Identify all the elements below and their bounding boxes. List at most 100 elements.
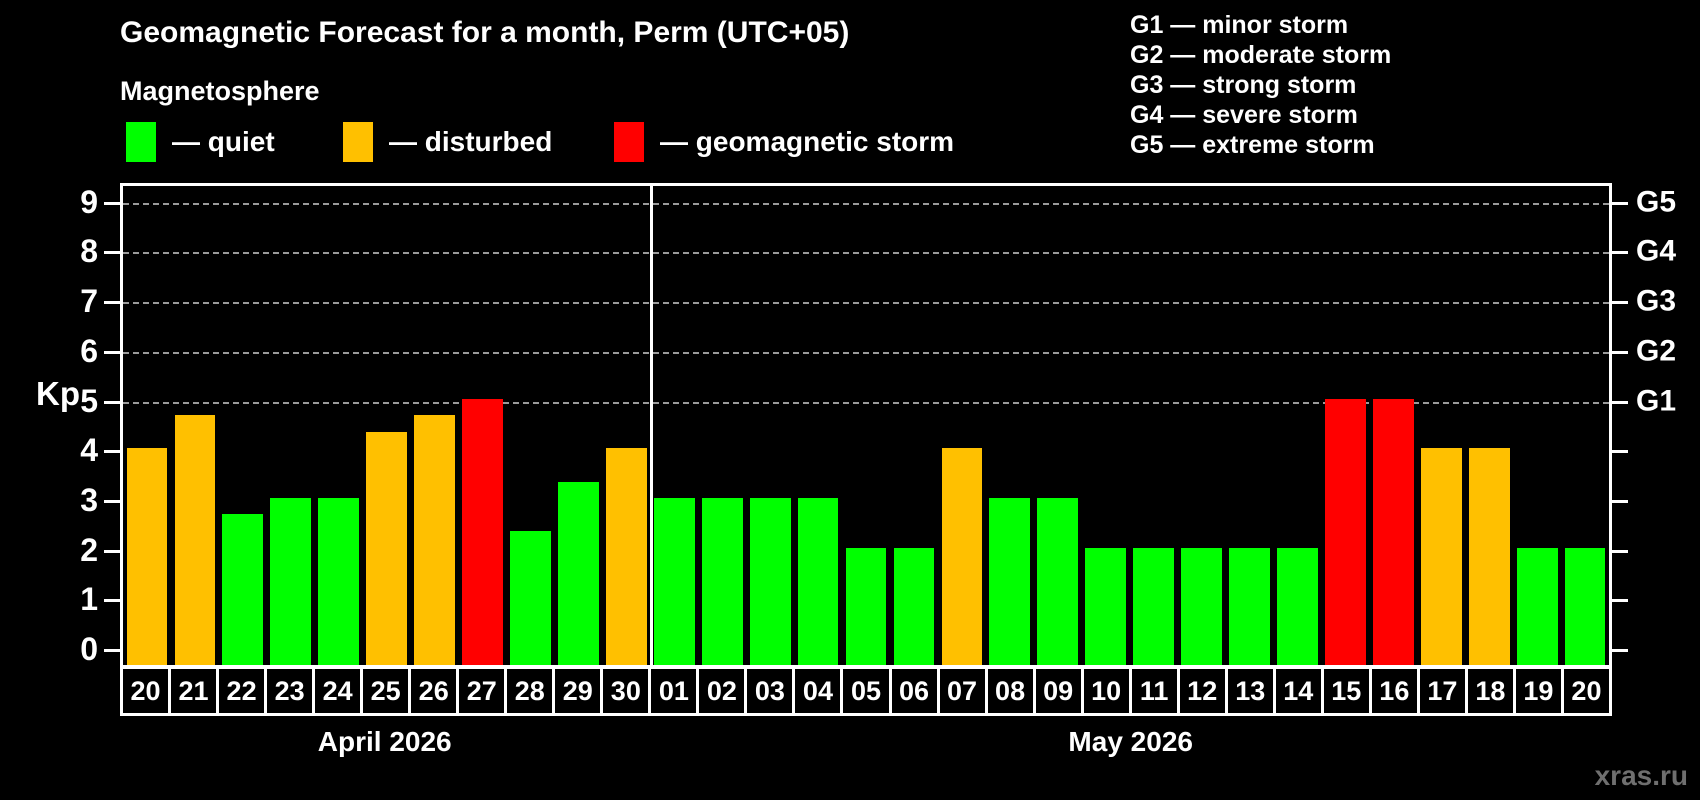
kp-bar (701, 497, 743, 665)
y-tick-label-8: 8 (80, 233, 98, 270)
bar-column-day-25 (363, 186, 411, 665)
gridline-g1 (123, 401, 1609, 404)
kp-bar (558, 481, 599, 665)
day-label: 21 (168, 669, 216, 713)
kp-bar (749, 497, 791, 665)
day-label: 02 (696, 669, 744, 713)
day-label: 07 (936, 669, 985, 713)
quiet-color-swatch (126, 122, 156, 162)
bar-column-day-16 (1369, 186, 1417, 665)
right-tick-7 (1612, 301, 1628, 305)
legend-item-quiet: — quiet (126, 120, 275, 164)
bar-column-day-02 (698, 186, 746, 665)
kp-bar (462, 398, 503, 665)
kp-bar (222, 514, 264, 665)
left-tick-8 (104, 251, 120, 255)
y-tick-label-7: 7 (80, 282, 98, 319)
kp-bar (126, 448, 168, 665)
gridline-g2 (123, 351, 1609, 354)
bar-column-day-18 (1465, 186, 1513, 665)
day-label: 20 (130, 675, 161, 706)
kp-bar (1516, 547, 1558, 665)
kp-bar (1037, 497, 1079, 665)
day-label: 26 (408, 669, 456, 713)
chart-title: Geomagnetic Forecast for a month, Perm (… (120, 16, 850, 49)
right-tick-0 (1612, 649, 1628, 652)
day-label: 22 (216, 669, 264, 713)
kp-bar (318, 497, 360, 665)
day-label: 29 (552, 669, 600, 713)
day-label: 13 (1224, 669, 1273, 713)
bar-column-day-09 (1034, 186, 1082, 665)
day-axis-row: 20 21 22 23 24 25 26 27 28 29 30 01 02 03 04 05 06 07 08 09… (120, 666, 1612, 716)
kp-bar (414, 414, 455, 665)
legend-label-quiet: — quiet (172, 126, 275, 157)
kp-bar (989, 497, 1031, 665)
kp-bar (366, 431, 408, 665)
bar-column-day-05 (842, 186, 890, 665)
left-tick-2 (104, 549, 120, 553)
day-label: 23 (264, 669, 312, 713)
right-tick-4 (1612, 450, 1628, 454)
bar-column-day-23 (267, 186, 315, 665)
bar-column-day-21 (171, 186, 219, 665)
day-label: 28 (504, 669, 552, 713)
watermark: xras.ru (1594, 760, 1688, 791)
day-label: 17 (1416, 669, 1465, 713)
day-label: 14 (1272, 669, 1321, 713)
storm-color-swatch (614, 122, 644, 162)
kp-bar (1564, 547, 1606, 665)
day-label: 19 (1512, 669, 1561, 713)
y-axis-title: Kp (36, 375, 80, 412)
bar-column-day-10 (1082, 186, 1130, 665)
gridline-g4 (123, 252, 1609, 255)
y-tick-label-4: 4 (80, 431, 98, 468)
g2-legend-line: G2 — moderate storm (1130, 41, 1392, 69)
day-label: 05 (840, 669, 888, 713)
bar-column-day-27 (459, 186, 507, 665)
left-tick-1 (104, 599, 120, 603)
legend-item-disturbed: — disturbed (343, 120, 552, 164)
kp-bar (845, 547, 887, 665)
day-label: 08 (984, 669, 1033, 713)
kp-bar (174, 414, 216, 665)
kp-bar (1372, 398, 1414, 665)
g1-legend-line: G1 — minor storm (1130, 11, 1349, 39)
g-scale-label-g2: G2 (1636, 334, 1677, 368)
right-tick-8 (1612, 251, 1628, 255)
day-label: 18 (1464, 669, 1513, 713)
g-scale-label-g4: G4 (1636, 234, 1677, 268)
g-scale-label-g1: G1 (1636, 383, 1677, 417)
day-label: 01 (648, 669, 696, 713)
kp-bar (1085, 547, 1127, 665)
bar-column-day-17 (1417, 186, 1465, 665)
g3-legend-line: G3 — strong storm (1130, 71, 1357, 99)
y-tick-label-1: 1 (80, 581, 98, 618)
bar-column-day-12 (1178, 186, 1226, 665)
day-label: 10 (1080, 669, 1129, 713)
g-scale-label-g5: G5 (1636, 185, 1677, 219)
y-tick-label-0: 0 (80, 630, 98, 667)
left-tick-4 (104, 450, 120, 454)
month-label-may: May 2026 (1068, 726, 1193, 757)
plot-area (120, 183, 1612, 668)
kp-bar (1181, 547, 1222, 665)
bar-column-day-08 (986, 186, 1034, 665)
right-tick-6 (1612, 350, 1628, 354)
left-tick-0 (104, 649, 120, 652)
day-label: 04 (792, 669, 840, 713)
bar-column-day-19 (1513, 186, 1561, 665)
day-label: 11 (1128, 669, 1177, 713)
bar-column-day-20 (123, 186, 171, 665)
kp-bar (1277, 547, 1318, 665)
kp-bar (270, 497, 312, 665)
y-tick-label-5: 5 (80, 382, 98, 419)
month-separator-line (650, 186, 654, 665)
kp-bar (1468, 448, 1510, 665)
bar-column-day-20 (1561, 186, 1609, 665)
y-tick-label-6: 6 (80, 332, 98, 369)
bar-column-day-13 (1226, 186, 1274, 665)
gridline-g3 (123, 302, 1609, 305)
left-tick-9 (104, 201, 120, 205)
